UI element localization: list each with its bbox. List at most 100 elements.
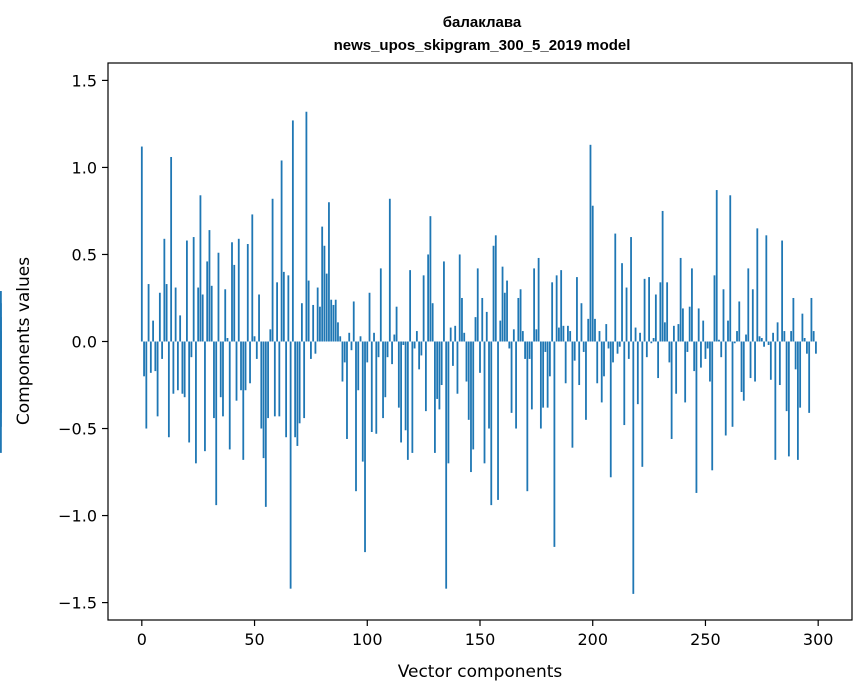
bar-19 — [183, 341, 186, 398]
bar-157 — [494, 235, 497, 342]
bar-198 — [587, 318, 590, 342]
bar-195 — [580, 303, 583, 342]
bar-274 — [758, 336, 761, 342]
bar-267 — [742, 341, 745, 401]
bar-37 — [224, 289, 227, 342]
bar-122 — [415, 331, 418, 342]
bar-0 — [140, 146, 143, 342]
bar-290 — [794, 341, 797, 370]
bar-74 — [307, 280, 310, 342]
bar-292 — [799, 341, 802, 408]
bar-221 — [639, 332, 641, 342]
bar-294 — [803, 338, 806, 342]
bar-89 — [341, 341, 344, 382]
bar-139 — [454, 325, 457, 342]
bar-227 — [652, 338, 655, 342]
bar-277 — [765, 235, 768, 342]
bar-234 — [668, 341, 671, 363]
bar-171 — [526, 341, 529, 492]
y-tick-label: 0.0 — [72, 333, 97, 352]
bar-272 — [754, 341, 756, 382]
bar-10 — [163, 238, 166, 342]
bar-111 — [391, 341, 393, 365]
bar-6 — [154, 341, 157, 372]
bar-undefined — [0, 303, 2, 342]
bar-184 — [555, 275, 558, 342]
bar-208 — [609, 341, 612, 478]
bar-16 — [176, 341, 179, 391]
bar-260 — [727, 320, 729, 342]
bar-226 — [650, 341, 653, 344]
bar-193 — [576, 277, 578, 342]
bar-53 — [260, 341, 263, 429]
bar-242 — [686, 341, 689, 352]
bar-3 — [147, 284, 150, 342]
bar-283 — [778, 341, 781, 386]
bar-26 — [199, 195, 202, 342]
bar-215 — [625, 287, 628, 342]
bar-69 — [296, 341, 299, 446]
bar-143 — [463, 332, 466, 342]
bar-20 — [186, 240, 188, 342]
bar-188 — [564, 341, 567, 384]
bar-239 — [679, 257, 682, 342]
bar-109 — [386, 341, 389, 358]
bar-161 — [503, 292, 506, 342]
y-tick-label: −1.0 — [58, 507, 97, 526]
bar-219 — [634, 327, 637, 342]
bar-27 — [201, 294, 204, 342]
bar-127 — [427, 254, 430, 342]
bar-93 — [350, 341, 353, 351]
bar-148 — [474, 317, 477, 342]
bar-103 — [373, 332, 375, 342]
x-tick-label: 0 — [137, 630, 147, 649]
bar-169 — [521, 331, 524, 342]
bar-43 — [237, 238, 240, 342]
bar-124 — [420, 341, 423, 356]
bar-173 — [530, 341, 533, 410]
bar-176 — [537, 257, 540, 342]
bar-172 — [528, 341, 531, 359]
bar-247 — [697, 308, 700, 342]
bar-237 — [675, 341, 678, 394]
bar-17 — [179, 315, 182, 342]
bar-56 — [267, 341, 269, 419]
x-axis-label: Vector components — [398, 662, 563, 682]
y-tick-label: 0.5 — [72, 245, 97, 264]
bar-4 — [149, 341, 152, 373]
bar-57 — [269, 329, 272, 342]
bar-36 — [222, 341, 224, 417]
bar-85 — [332, 304, 335, 342]
bar-273 — [756, 228, 759, 342]
bar-58 — [271, 198, 274, 342]
bar-96 — [357, 341, 360, 391]
bar-177 — [539, 341, 542, 429]
bar-241 — [684, 341, 687, 403]
bar-238 — [677, 324, 680, 342]
bar-244 — [691, 268, 693, 342]
bar-67 — [291, 120, 294, 342]
bar-183 — [553, 341, 556, 547]
y-axis-ticks: −1.5 −1.0 −0.5 0.0 0.5 1.0 1.5 — [58, 71, 108, 613]
bar-51 — [255, 341, 258, 359]
bar-61 — [278, 341, 281, 417]
bar-101 — [368, 292, 371, 342]
bar-132 — [438, 341, 441, 410]
bar-21 — [188, 341, 191, 443]
bar-180 — [546, 341, 549, 408]
bar-5 — [152, 320, 154, 342]
bar-187 — [562, 325, 565, 342]
bar-264 — [736, 331, 738, 342]
bar-163 — [508, 341, 511, 349]
bar-100 — [366, 341, 369, 363]
bar-146 — [470, 341, 472, 473]
bar-252 — [709, 341, 711, 382]
bar-164 — [510, 341, 513, 413]
bar-203 — [598, 331, 601, 342]
bar-31 — [210, 285, 213, 342]
bar-231 — [661, 210, 664, 342]
bar-142 — [461, 297, 463, 342]
bar-28 — [204, 341, 206, 452]
bar-200 — [591, 205, 594, 342]
bar-52 — [258, 294, 260, 342]
